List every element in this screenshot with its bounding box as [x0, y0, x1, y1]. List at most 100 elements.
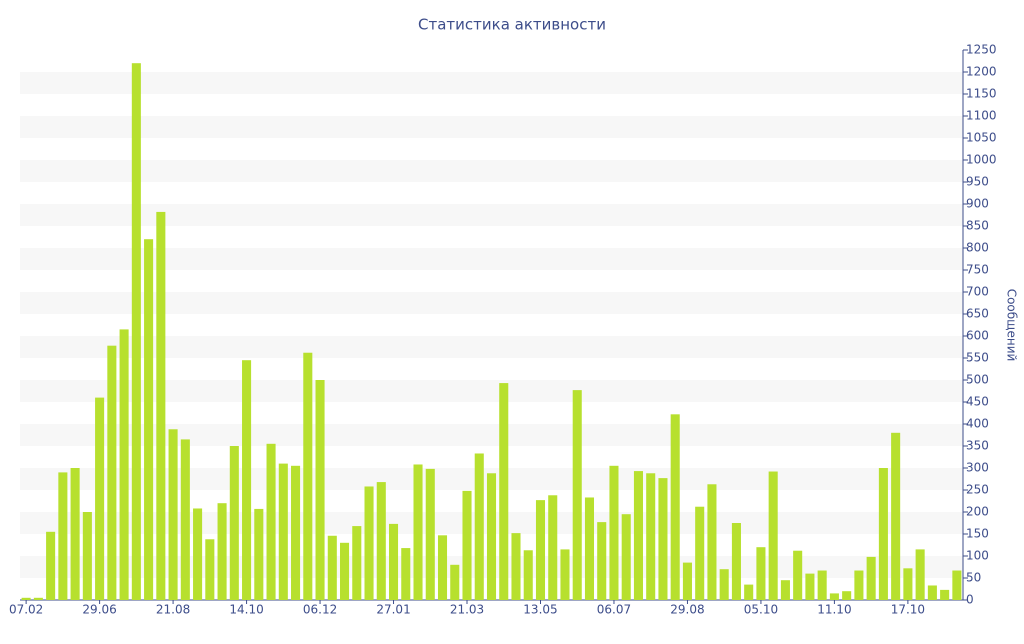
grid-band [20, 380, 963, 402]
bar [119, 329, 129, 600]
bar [437, 535, 448, 600]
bar [266, 443, 276, 600]
bar [401, 548, 411, 600]
bar [21, 597, 31, 600]
bar [193, 508, 203, 600]
bar [95, 397, 105, 600]
bar [364, 486, 374, 600]
bar [33, 597, 43, 600]
bar [511, 533, 521, 600]
y-tick-label: 950 [966, 175, 989, 189]
y-tick-label: 1100 [966, 109, 997, 123]
y-tick-label: 500 [966, 373, 989, 387]
x-tick-label: 06.07 [597, 603, 631, 617]
bar [695, 506, 705, 600]
y-tick-label: 0 [966, 593, 974, 607]
bar [707, 484, 717, 600]
y-tick-label: 250 [966, 483, 989, 497]
y-tick-label: 700 [966, 285, 989, 299]
y-tick-label: 800 [966, 241, 989, 255]
bar [82, 512, 92, 600]
bar [560, 549, 570, 600]
bar [731, 523, 741, 600]
bar [413, 464, 423, 600]
y-tick-label: 650 [966, 307, 989, 321]
x-tick-label: 05.10 [744, 603, 778, 617]
bar [340, 542, 350, 600]
grid-band [20, 424, 963, 446]
bar [229, 446, 239, 600]
bar [425, 468, 435, 600]
x-tick-label: 06.12 [303, 603, 337, 617]
bar [915, 549, 925, 600]
y-tick-label: 550 [966, 351, 989, 365]
bar [878, 468, 888, 600]
bar [646, 473, 656, 600]
bar [156, 211, 166, 601]
bar [903, 568, 913, 600]
y-tick-label: 150 [966, 527, 989, 541]
bar [315, 380, 325, 600]
bar [548, 495, 558, 600]
bar [327, 535, 337, 600]
bar [291, 465, 301, 600]
y-tick-label: 400 [966, 417, 989, 431]
bar [278, 463, 288, 600]
bar [535, 500, 546, 600]
bar [572, 390, 582, 600]
y-tick-label: 300 [966, 461, 989, 475]
grid-band [20, 204, 963, 226]
y-tick-label: 50 [966, 571, 981, 585]
x-tick-label: 29.08 [670, 603, 704, 617]
grid-band [20, 72, 963, 94]
bar [744, 584, 754, 600]
bar [474, 453, 484, 600]
grid-band [20, 248, 963, 270]
bar [633, 471, 643, 600]
x-tick-label: 13.05 [523, 603, 557, 617]
bar [780, 580, 790, 600]
y-tick-label: 900 [966, 197, 989, 211]
bar [242, 360, 252, 600]
bar [817, 570, 827, 600]
bar [352, 526, 362, 600]
bar [486, 473, 497, 600]
bar [952, 570, 962, 600]
bar [168, 429, 178, 600]
y-tick-label: 850 [966, 219, 989, 233]
y-tick-label: 200 [966, 505, 989, 519]
y-tick-label: 450 [966, 395, 989, 409]
bar [842, 591, 852, 600]
bar [829, 593, 839, 600]
bar [854, 570, 864, 600]
x-tick-label: 29.06 [82, 603, 116, 617]
bar [682, 562, 692, 600]
bar [376, 482, 386, 600]
x-tick-label: 27.01 [376, 603, 410, 617]
bar [462, 490, 472, 600]
y-axis-label: Сообщений [1005, 289, 1019, 362]
bar [621, 514, 631, 600]
bar [940, 589, 950, 600]
bar [609, 465, 619, 600]
bar [107, 345, 117, 600]
x-tick-label: 17.10 [891, 603, 925, 617]
y-tick-label: 100 [966, 549, 989, 563]
bar [217, 503, 227, 600]
y-tick-label: 1200 [966, 65, 997, 79]
bar [658, 478, 668, 600]
bar [131, 63, 141, 600]
y-tick-label: 1050 [966, 131, 997, 145]
bar [768, 471, 778, 600]
bar [499, 383, 509, 600]
bar [388, 523, 399, 600]
grid-band [20, 116, 963, 138]
bar [891, 432, 901, 600]
bar [58, 472, 68, 600]
y-tick-label: 350 [966, 439, 989, 453]
bar [70, 468, 80, 600]
y-tick-label: 1250 [966, 43, 997, 57]
y-tick-label: 1150 [966, 87, 997, 101]
x-tick-label: 14.10 [229, 603, 263, 617]
bar [180, 439, 190, 600]
